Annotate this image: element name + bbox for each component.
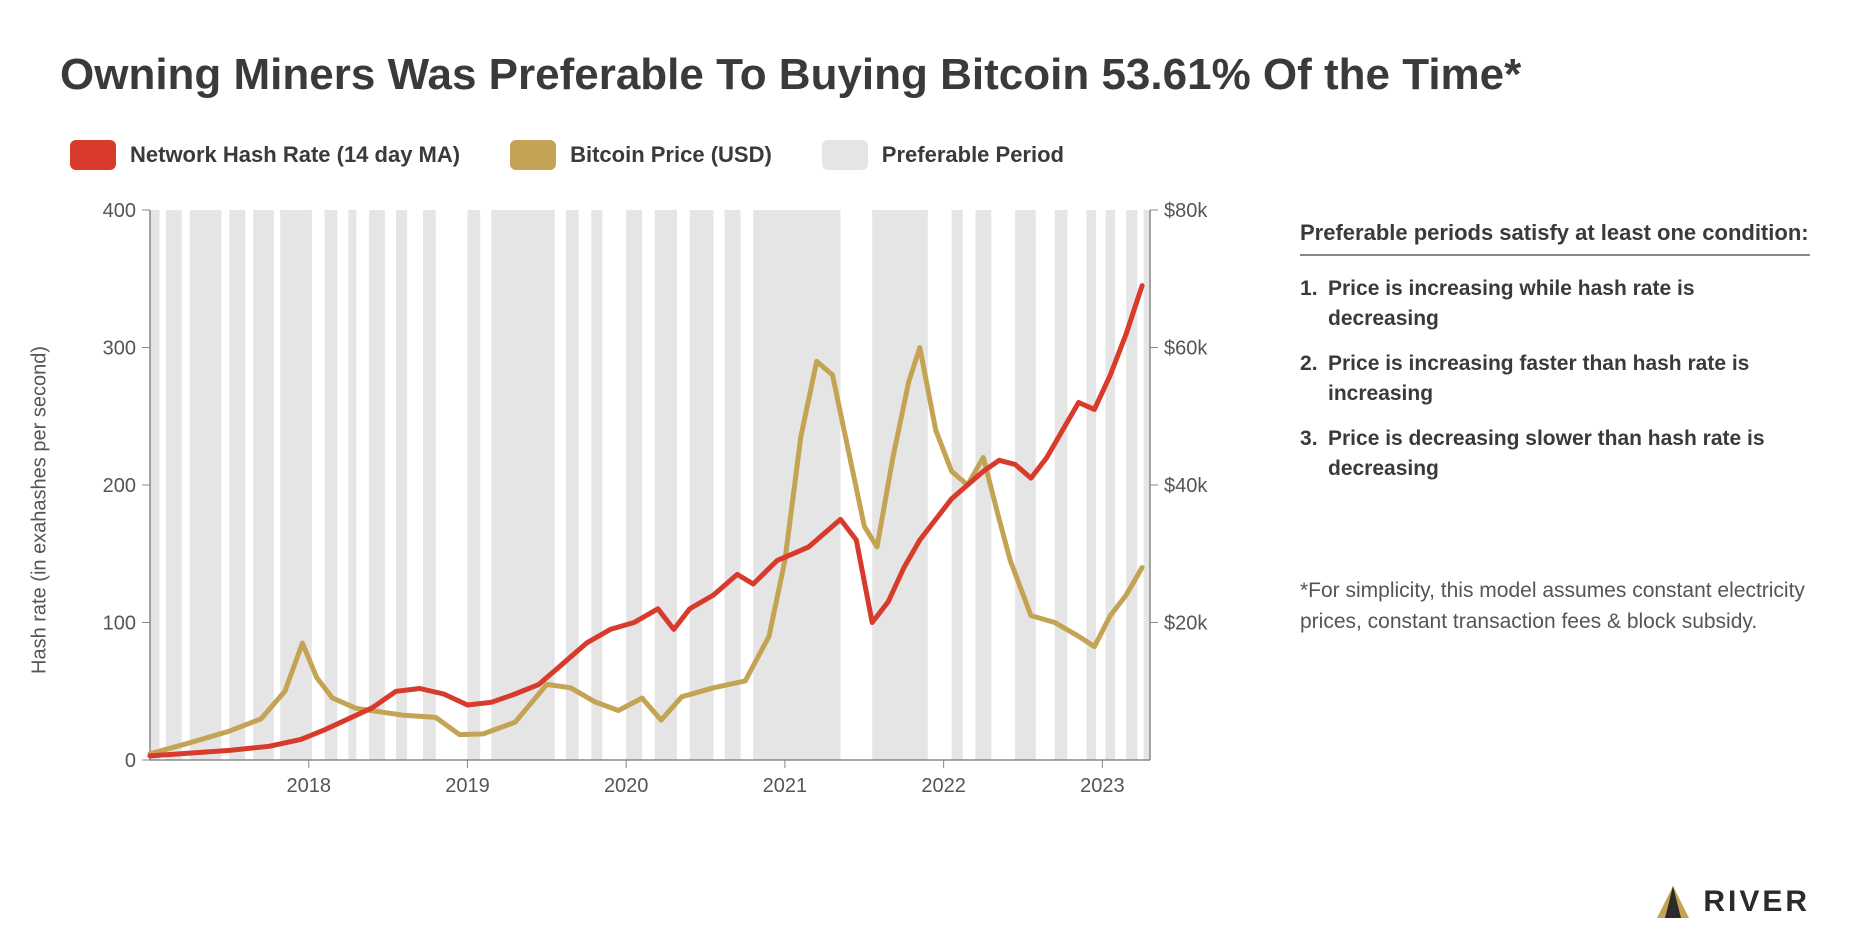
- preferable-band: [1015, 210, 1036, 760]
- preferable-band: [253, 210, 274, 760]
- legend-item-pref: Preferable Period: [822, 140, 1064, 170]
- preferable-band: [166, 210, 182, 760]
- condition-item: Price is increasing faster than hash rat…: [1300, 349, 1810, 410]
- conditions-list: Price is increasing while hash rate is d…: [1300, 274, 1810, 485]
- condition-item: Price is decreasing slower than hash rat…: [1300, 424, 1810, 485]
- legend-swatch-pref: [822, 140, 868, 170]
- preferable-band: [725, 210, 741, 760]
- legend-label-pref: Preferable Period: [882, 142, 1064, 168]
- chart: Hash rate (in exahashes per second) 0100…: [60, 200, 1240, 820]
- preferable-band: [1126, 210, 1137, 760]
- x-tick-label: 2021: [763, 775, 808, 797]
- y-right-tick-label: $20k: [1164, 613, 1208, 635]
- x-tick-label: 2023: [1080, 775, 1125, 797]
- preferable-band: [280, 210, 312, 760]
- x-tick-label: 2022: [921, 775, 966, 797]
- chart-svg: 0 100 200 300 400 $20k $40k $60k $80k 2018 2019 202…: [60, 200, 1240, 820]
- preferable-band: [626, 210, 642, 760]
- preferable-band: [325, 210, 338, 760]
- brand-logo-icon: [1655, 884, 1691, 920]
- y-right-tick-label: $40k: [1164, 475, 1208, 497]
- preferable-band: [396, 210, 407, 760]
- preferable-band: [369, 210, 385, 760]
- y-left-tick-label: 0: [125, 750, 136, 772]
- y-left-tick-label: 400: [103, 200, 136, 222]
- preferable-band: [1106, 210, 1116, 760]
- footnote: *For simplicity, this model assumes cons…: [1300, 575, 1810, 638]
- preferable-band: [655, 210, 677, 760]
- y-right-tick-label: $60k: [1164, 338, 1208, 360]
- x-tick-label: 2018: [286, 775, 331, 797]
- y-left-tick-label: 300: [103, 338, 136, 360]
- legend-label-price: Bitcoin Price (USD): [570, 142, 772, 168]
- preferable-band: [150, 210, 160, 760]
- x-tick-label: 2020: [604, 775, 649, 797]
- x-tick-label: 2019: [445, 775, 490, 797]
- preferable-band: [1055, 210, 1068, 760]
- y-axis-left-label: Hash rate (in exahashes per second): [29, 346, 52, 674]
- condition-item: Price is increasing while hash rate is d…: [1300, 274, 1810, 335]
- preferable-band: [1087, 210, 1097, 760]
- preferable-band: [229, 210, 245, 760]
- preferable-band: [348, 210, 356, 760]
- brand-name: RIVER: [1703, 885, 1810, 919]
- legend: Network Hash Rate (14 day MA) Bitcoin Pr…: [60, 140, 1240, 170]
- preferable-band: [190, 210, 222, 760]
- y-left-tick-label: 100: [103, 613, 136, 635]
- preferable-band: [591, 210, 602, 760]
- y-left-tick-label: 200: [103, 475, 136, 497]
- side-panel: Preferable periods satisfy at least one …: [1240, 140, 1810, 638]
- legend-swatch-hash: [70, 140, 116, 170]
- chart-column: Network Hash Rate (14 day MA) Bitcoin Pr…: [60, 140, 1240, 820]
- preferable-band: [566, 210, 579, 760]
- preferable-band: [952, 210, 963, 760]
- page-title: Owning Miners Was Preferable To Buying B…: [60, 50, 1810, 100]
- preferable-band: [423, 210, 436, 760]
- preferable-band: [690, 210, 714, 760]
- brand: RIVER: [1655, 884, 1810, 920]
- legend-swatch-price: [510, 140, 556, 170]
- preferable-band: [1144, 210, 1150, 760]
- preferable-band: [872, 210, 928, 760]
- legend-item-hash: Network Hash Rate (14 day MA): [70, 140, 460, 170]
- legend-label-hash: Network Hash Rate (14 day MA): [130, 142, 460, 168]
- conditions-heading: Preferable periods satisfy at least one …: [1300, 220, 1810, 256]
- legend-item-price: Bitcoin Price (USD): [510, 140, 772, 170]
- preferable-band: [467, 210, 480, 760]
- y-right-tick-label: $80k: [1164, 200, 1208, 222]
